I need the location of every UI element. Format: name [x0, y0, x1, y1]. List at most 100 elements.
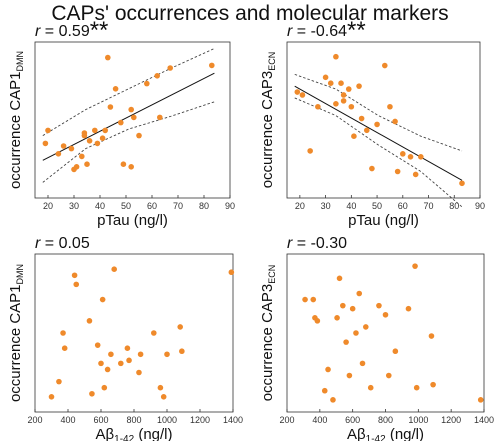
data-point — [359, 360, 366, 367]
ci-lower-line — [294, 97, 463, 208]
data-point — [101, 384, 108, 391]
panel-3: 200 400 600 800 1000 1200 1400 r = 0.05 Aβ1-42 (… — [7, 235, 243, 441]
data-point — [333, 101, 339, 107]
data-point — [477, 397, 484, 403]
data-point — [55, 151, 62, 157]
data-point — [81, 132, 88, 139]
y-axis-label: occurrence CAP3ECN — [259, 52, 277, 189]
x-tick-label: 80 — [199, 201, 209, 211]
data-point — [340, 92, 347, 98]
data-point — [343, 339, 349, 345]
data-point — [94, 140, 101, 147]
data-point — [128, 164, 134, 170]
x-tick-label: 400 — [60, 415, 75, 425]
data-point — [315, 103, 321, 110]
data-point — [340, 98, 347, 104]
data-point — [345, 86, 352, 92]
data-point — [348, 103, 355, 110]
data-point — [73, 164, 80, 170]
data-point — [405, 305, 412, 312]
panel-1: 20 30 40 50 60 70 80 90 r = 0.59** pTau (ng/l) occ… — [7, 17, 235, 229]
data-point — [428, 333, 435, 339]
data-point — [124, 345, 131, 351]
data-point — [98, 360, 104, 367]
data-point — [71, 272, 78, 279]
x-tick-label: 70 — [424, 201, 434, 211]
data-point — [99, 296, 106, 303]
data-point — [228, 269, 235, 276]
ci-lower-line — [42, 101, 215, 183]
data-point — [363, 324, 369, 330]
data-point — [334, 315, 340, 321]
x-tick-label: 1000 — [157, 415, 177, 425]
data-point — [136, 369, 142, 376]
data-point — [430, 381, 436, 388]
x-axis-label: pTau (ng/l) — [97, 212, 168, 229]
data-point — [413, 384, 420, 391]
data-point — [131, 114, 137, 121]
data-point — [314, 318, 321, 324]
figure-title: CAPs' occurrences and molecular markers — [51, 2, 449, 25]
x-tick-label: 40 — [95, 201, 105, 211]
data-point — [327, 80, 334, 87]
x-tick-label: 200 — [279, 415, 294, 425]
data-point — [369, 165, 375, 172]
data-point — [157, 114, 163, 121]
data-point — [322, 74, 329, 81]
data-point — [310, 296, 317, 303]
data-point — [382, 311, 389, 318]
correlation-label: r = 0.59** — [35, 17, 108, 44]
data-point — [363, 127, 370, 134]
x-tick-label: 80 — [449, 201, 459, 211]
x-tick-label: 600 — [93, 415, 108, 425]
x-axis-label: pTau (ng/l) — [348, 212, 419, 229]
x-tick-label: 1200 — [190, 415, 210, 425]
fit-line — [42, 72, 215, 161]
data-point — [45, 127, 51, 134]
data-point — [407, 153, 414, 160]
data-point — [154, 73, 160, 79]
data-point — [400, 151, 406, 157]
data-point — [351, 133, 357, 139]
data-point — [118, 119, 124, 126]
x-tick-label: 800 — [378, 415, 393, 425]
plot-area-frame — [34, 41, 231, 199]
panel-2: 20 30 40 50 60 70 80 90 r = -0.64** pTau (ng/l) oc… — [259, 17, 485, 229]
data-point — [60, 143, 67, 149]
correlation-label: r = 0.05 — [35, 235, 90, 252]
data-point — [108, 351, 114, 358]
data-point — [374, 121, 380, 128]
data-point — [385, 372, 392, 379]
data-point — [325, 366, 331, 373]
data-point — [294, 89, 301, 95]
x-tick-label: 20 — [295, 201, 305, 211]
data-point — [84, 161, 90, 167]
data-point — [356, 83, 362, 89]
data-point — [367, 384, 374, 391]
x-tick-label: 20 — [43, 201, 53, 211]
data-point — [333, 53, 339, 60]
data-point — [144, 80, 150, 87]
x-tick-label: 1400 — [474, 415, 494, 425]
data-point — [157, 384, 164, 391]
x-tick-label: 600 — [345, 415, 360, 425]
data-point — [356, 290, 363, 297]
data-point — [126, 357, 132, 364]
ci-upper-line — [42, 48, 215, 136]
x-tick-label: 200 — [27, 415, 42, 425]
y-axis-label: occurrence CAP3ECN — [259, 265, 277, 402]
data-point — [60, 330, 66, 336]
data-point — [392, 118, 398, 125]
data-point — [330, 397, 336, 403]
data-point — [92, 127, 98, 134]
data-point — [376, 302, 382, 309]
data-point — [346, 372, 353, 379]
data-point — [353, 330, 359, 336]
data-point — [381, 62, 388, 69]
data-point — [177, 324, 183, 330]
data-point — [48, 394, 55, 400]
data-point — [358, 115, 365, 122]
data-point — [73, 281, 80, 288]
